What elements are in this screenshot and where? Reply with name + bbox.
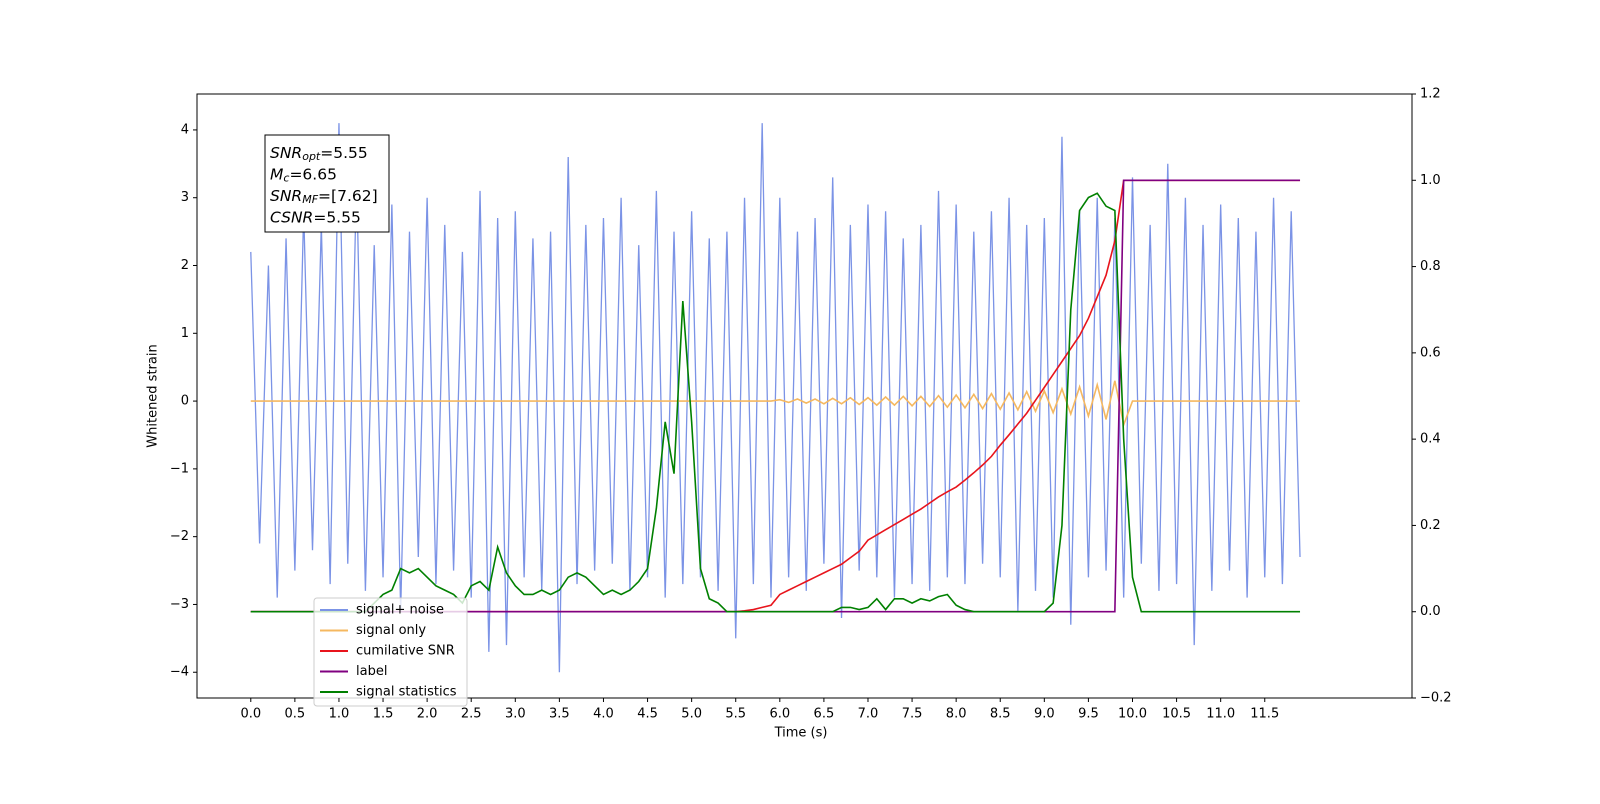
x-tick-label: 1.0 (329, 707, 350, 722)
x-tick-label: 0.0 (240, 707, 261, 722)
legend-label: signal only (356, 623, 426, 638)
y2-tick-label: 0.0 (1420, 604, 1441, 619)
y-tick-label: −4 (170, 665, 189, 680)
annotation-value: =[7.62] (318, 187, 378, 205)
annotation-subscript: c (283, 172, 289, 185)
y2-tick-label: −0.2 (1420, 691, 1452, 706)
x-tick-label: 9.5 (1078, 707, 1099, 722)
annotation-frame (264, 134, 390, 233)
x-tick-label: 9.0 (1034, 707, 1055, 722)
y-tick-label: 3 (181, 190, 189, 205)
y2-tick-label: 0.2 (1420, 518, 1441, 533)
x-tick-label: 10.0 (1118, 707, 1147, 722)
overlays: SNRopt=5.55Mc=6.65SNRMF=[7.62]CSNR=5.55s… (264, 134, 468, 707)
x-tick-label: 11.0 (1206, 707, 1235, 722)
annotation-value: =5.55 (313, 208, 361, 226)
y-tick-label: 4 (181, 122, 189, 137)
x-tick-label: 3.0 (505, 707, 526, 722)
legend-label: signal+ noise (356, 603, 444, 618)
series-line (250, 123, 1301, 673)
x-axis-label: Time (s) (774, 726, 828, 741)
legend-label: cumilative SNR (356, 644, 455, 659)
x-tick-label: 8.0 (946, 707, 967, 722)
x-tick-label: 10.5 (1162, 707, 1191, 722)
y-tick-label: −1 (170, 461, 189, 476)
y-axis-label: Whitened strain (146, 344, 161, 447)
annotation-symbol: M (270, 165, 283, 183)
x-tick-label: 2.0 (417, 707, 438, 722)
x-tick-label: 11.5 (1250, 707, 1279, 722)
y-tick-label: 1 (181, 326, 189, 341)
x-tick-label: 8.5 (990, 707, 1011, 722)
x-tick-label: 5.0 (681, 707, 702, 722)
annotation-subscript: MF (302, 193, 318, 206)
x-tick-label: 2.5 (461, 707, 482, 722)
x-tick-label: 0.5 (285, 707, 306, 722)
annotation-symbol: CSNR (270, 208, 313, 226)
axes-frame (196, 93, 1413, 699)
y-tick-label: −2 (170, 529, 189, 544)
annotation-line: CSNR=5.55 (270, 208, 361, 226)
annotation-symbol: SNR (270, 144, 302, 162)
y-tick-label: −3 (170, 597, 189, 612)
annotation-line: SNRMF=[7.62] (270, 187, 378, 207)
x-tick-label: 1.5 (373, 707, 394, 722)
legend-frame (313, 597, 468, 707)
legend-label: label (356, 664, 387, 679)
y2-tick-label: 1.0 (1420, 173, 1441, 188)
y2-tick-label: 0.6 (1420, 345, 1441, 360)
annotation-subscript: opt (302, 150, 321, 163)
x-tick-label: 5.5 (725, 707, 746, 722)
annotation-line: SNRopt=5.55 (270, 144, 368, 164)
y-tick-label: 0 (181, 394, 189, 409)
y2-tick-label: 0.8 (1420, 259, 1441, 274)
annotation-value: =5.55 (320, 144, 368, 162)
series-line (250, 380, 1301, 428)
y-tick-label: 2 (181, 258, 189, 273)
x-tick-label: 6.0 (769, 707, 790, 722)
y2-tick-label: 1.2 (1420, 87, 1441, 102)
annotation-value: =6.65 (289, 165, 337, 183)
x-tick-label: 3.5 (549, 707, 570, 722)
plot-area (250, 123, 1301, 673)
x-tick-label: 4.0 (593, 707, 614, 722)
annotation-line: Mc=6.65 (270, 165, 337, 185)
x-tick-label: 7.5 (902, 707, 923, 722)
legend: signal+ noise signal only cumilative SNR la… (313, 597, 468, 707)
series-line (250, 192, 1301, 613)
legend-label: signal statistics (356, 685, 457, 700)
x-tick-label: 7.0 (858, 707, 879, 722)
annotation-symbol: SNR (270, 187, 302, 205)
y2-tick-label: 0.4 (1420, 432, 1441, 447)
x-tick-label: 4.5 (637, 707, 658, 722)
x-tick-label: 6.5 (814, 707, 835, 722)
